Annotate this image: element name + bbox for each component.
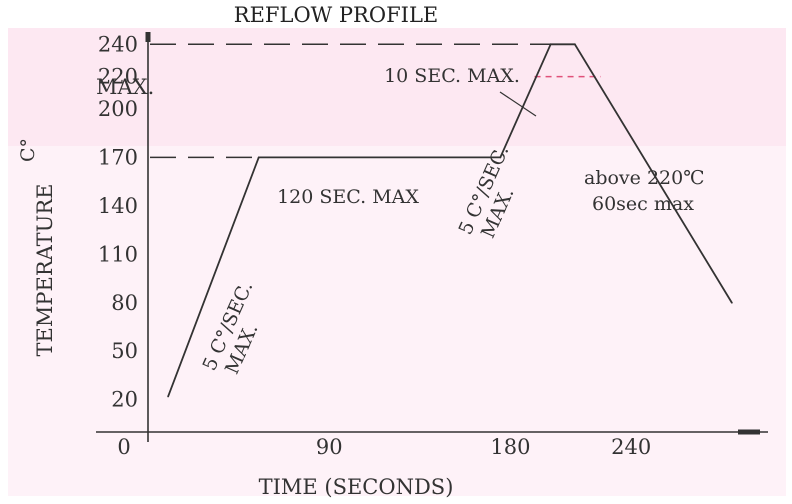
- background-band-upper: [8, 28, 786, 146]
- annotation-peak-time: 10 SEC. MAX.: [384, 65, 520, 87]
- series-point-0-0: [167, 395, 170, 398]
- series-line-0: [167, 43, 733, 397]
- x-tick-label-0: 0: [117, 435, 130, 459]
- tick-labels: 20 50 80 110 140 170 200 220 240 MAX. 0 90 180 240: [96, 32, 651, 459]
- y-tick-label-140: 140: [98, 194, 138, 218]
- reference-lines: [150, 43, 601, 159]
- chart-title: REFLOW PROFILE: [234, 3, 438, 27]
- series-point-0-5: [730, 301, 733, 304]
- annotation-above-220: above 220℃: [584, 167, 704, 189]
- y-tick-label-50: 50: [111, 339, 138, 363]
- y-tick-label-20: 20: [111, 388, 138, 412]
- series-group: [167, 43, 733, 398]
- background-bands: [8, 28, 786, 496]
- annotation-time-above: 60sec max: [592, 193, 694, 215]
- annotation-soak-time: 120 SEC. MAX: [277, 186, 419, 208]
- series-point-0-2: [499, 156, 502, 159]
- x-tick-label-90: 90: [316, 435, 343, 459]
- y-tick-label-220: 220: [98, 65, 138, 89]
- axis-labels: REFLOW PROFILE TIME (SECONDS) TEMPERATURE C…: [17, 3, 453, 499]
- y-tick-label-80: 80: [111, 291, 138, 315]
- x-axis-label: TIME (SECONDS): [259, 475, 454, 499]
- y-tick-label-200: 200: [98, 97, 138, 121]
- series-point-0-4: [573, 43, 576, 46]
- x-tick-label-180: 180: [490, 435, 530, 459]
- y-axis-label: TEMPERATURE: [33, 184, 57, 357]
- y-axis-unit: C°: [17, 138, 39, 162]
- x-axis-arrow: [738, 429, 760, 435]
- annotation-peak-leader: [499, 91, 537, 117]
- axes: [96, 32, 768, 442]
- y-axis-arrow: [145, 32, 151, 42]
- background-band-lower: [8, 146, 786, 496]
- y-tick-label-170: 170: [98, 145, 138, 169]
- y-tick-label-240: 240: [98, 32, 138, 56]
- series-point-0-3: [549, 43, 552, 46]
- x-tick-label-240: 240: [611, 435, 651, 459]
- y-max-label: MAX.: [96, 75, 154, 99]
- series-point-0-1: [257, 156, 260, 159]
- y-tick-label-110: 110: [98, 242, 138, 266]
